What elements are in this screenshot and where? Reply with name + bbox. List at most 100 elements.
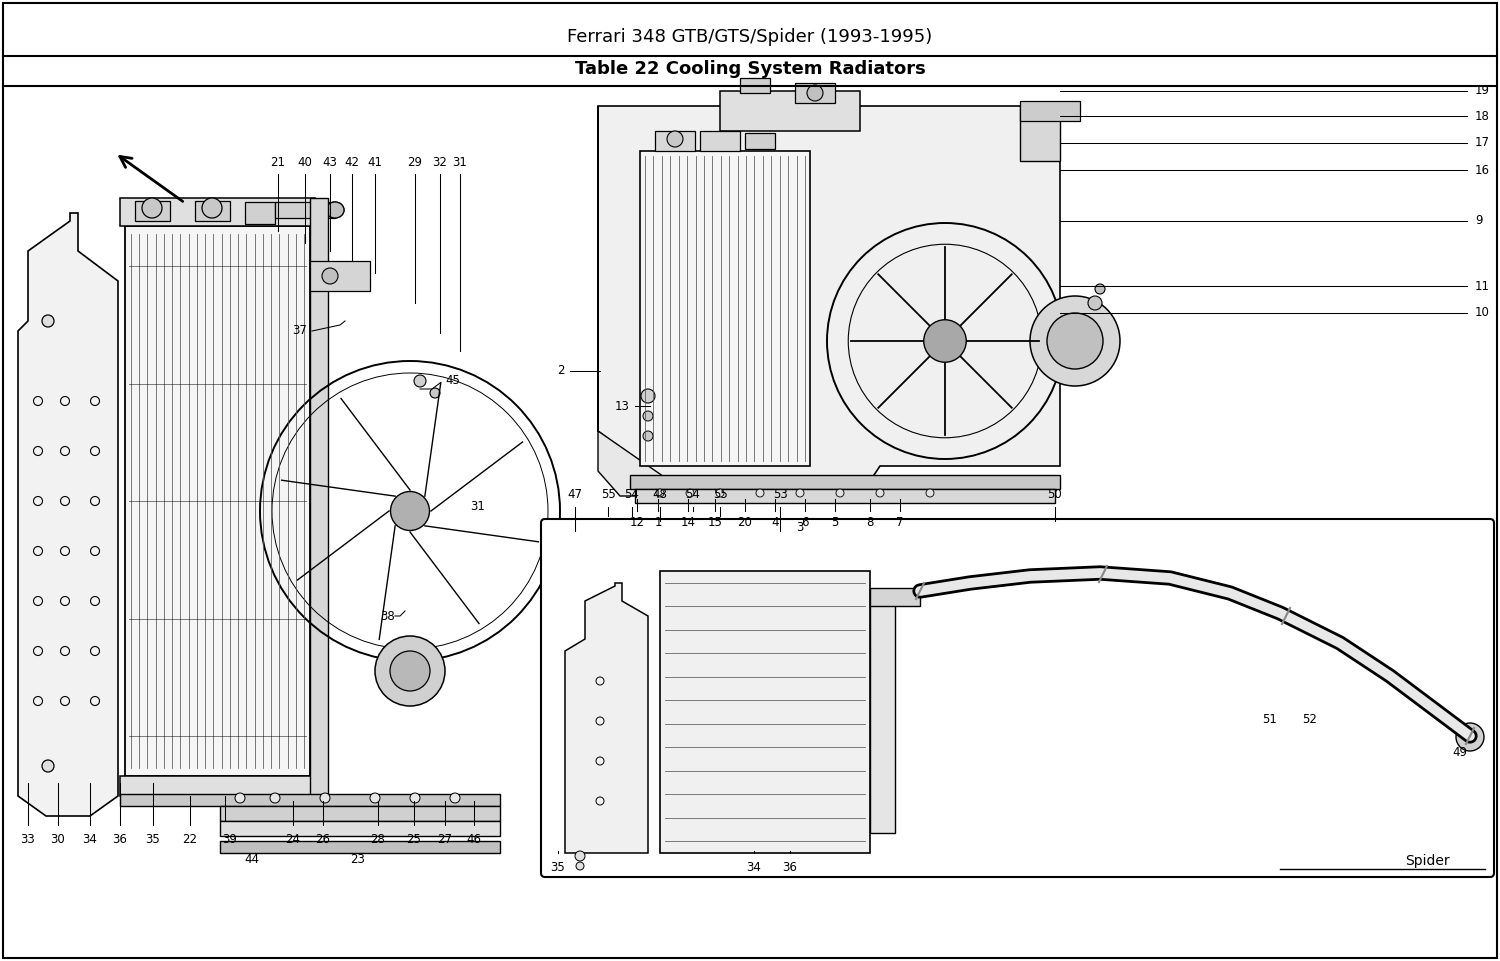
Circle shape xyxy=(1030,296,1120,386)
Bar xyxy=(630,475,1060,489)
Text: 16: 16 xyxy=(1474,163,1490,177)
Text: 38: 38 xyxy=(381,609,394,623)
Bar xyxy=(634,489,1054,503)
Text: 32: 32 xyxy=(432,156,447,169)
Text: Table 22 Cooling System Radiators: Table 22 Cooling System Radiators xyxy=(574,60,926,78)
Text: 15: 15 xyxy=(708,516,723,529)
Text: 48: 48 xyxy=(652,488,668,501)
Circle shape xyxy=(827,223,1064,459)
Circle shape xyxy=(644,411,652,421)
Circle shape xyxy=(807,85,824,101)
Circle shape xyxy=(836,489,844,497)
Text: 29: 29 xyxy=(408,156,423,169)
Circle shape xyxy=(644,431,652,441)
Bar xyxy=(740,78,770,93)
Bar xyxy=(640,151,810,466)
Text: 50: 50 xyxy=(1047,488,1062,501)
Bar xyxy=(120,794,500,806)
Text: 5: 5 xyxy=(831,516,839,529)
Bar xyxy=(220,821,500,836)
Bar xyxy=(124,226,310,776)
Polygon shape xyxy=(18,213,118,816)
Bar xyxy=(700,131,740,151)
Bar xyxy=(195,201,230,221)
Bar xyxy=(274,202,334,218)
Circle shape xyxy=(668,131,682,147)
Circle shape xyxy=(1088,296,1102,310)
Circle shape xyxy=(414,375,426,387)
Bar xyxy=(660,571,870,853)
Text: Ferrari 348 GTB/GTS/Spider (1993-1995): Ferrari 348 GTB/GTS/Spider (1993-1995) xyxy=(567,28,933,45)
Text: 10: 10 xyxy=(1474,307,1490,319)
Text: 54: 54 xyxy=(624,488,639,501)
Text: 8: 8 xyxy=(867,516,873,529)
Circle shape xyxy=(1456,723,1484,751)
Circle shape xyxy=(236,793,244,803)
Circle shape xyxy=(576,862,584,870)
Bar xyxy=(220,806,500,821)
Text: 19: 19 xyxy=(1474,85,1490,97)
Circle shape xyxy=(686,489,694,497)
Text: 6: 6 xyxy=(801,516,808,529)
Bar xyxy=(310,198,328,796)
Text: 1: 1 xyxy=(654,516,662,529)
Circle shape xyxy=(1095,284,1106,294)
Circle shape xyxy=(716,489,724,497)
Text: 3: 3 xyxy=(796,521,804,534)
Text: 39: 39 xyxy=(222,833,237,846)
Text: 53: 53 xyxy=(772,488,788,501)
Text: 9: 9 xyxy=(1474,214,1482,228)
Circle shape xyxy=(924,320,966,362)
Bar xyxy=(244,202,274,224)
Text: 55: 55 xyxy=(600,488,615,501)
Text: 41: 41 xyxy=(368,156,382,169)
Text: 54: 54 xyxy=(686,488,700,501)
Text: 20: 20 xyxy=(738,516,753,529)
Text: 24: 24 xyxy=(285,833,300,846)
Text: Spider: Spider xyxy=(1406,854,1450,868)
Circle shape xyxy=(375,636,446,706)
Text: 17: 17 xyxy=(1474,136,1490,150)
Text: 35: 35 xyxy=(146,833,160,846)
Polygon shape xyxy=(598,106,670,496)
Text: 35: 35 xyxy=(550,861,566,874)
Bar xyxy=(120,198,315,226)
Text: 49: 49 xyxy=(1452,746,1467,759)
Text: 37: 37 xyxy=(292,325,308,337)
Bar xyxy=(746,133,776,149)
Text: 4: 4 xyxy=(771,516,778,529)
Bar xyxy=(1020,106,1060,161)
Text: 2: 2 xyxy=(558,364,566,378)
Text: 18: 18 xyxy=(1474,110,1490,122)
Text: 55: 55 xyxy=(712,488,728,501)
Circle shape xyxy=(142,198,162,218)
Text: 21: 21 xyxy=(270,156,285,169)
Circle shape xyxy=(926,489,934,497)
FancyBboxPatch shape xyxy=(542,519,1494,877)
Circle shape xyxy=(370,793,380,803)
Circle shape xyxy=(876,489,884,497)
Text: 40: 40 xyxy=(297,156,312,169)
Polygon shape xyxy=(566,583,648,853)
Text: 23: 23 xyxy=(351,853,366,866)
Circle shape xyxy=(270,793,280,803)
Text: 7: 7 xyxy=(897,516,903,529)
Circle shape xyxy=(42,760,54,772)
Text: 52: 52 xyxy=(1302,713,1317,726)
Text: 34: 34 xyxy=(747,861,762,874)
Circle shape xyxy=(656,489,664,497)
Circle shape xyxy=(410,793,420,803)
Bar xyxy=(720,91,860,131)
Text: 27: 27 xyxy=(438,833,453,846)
Circle shape xyxy=(640,389,656,403)
Circle shape xyxy=(574,851,585,861)
Text: 33: 33 xyxy=(21,833,36,846)
Text: 42: 42 xyxy=(345,156,360,169)
Text: 47: 47 xyxy=(567,488,582,501)
Circle shape xyxy=(390,491,429,530)
Text: 44: 44 xyxy=(244,853,260,866)
Bar xyxy=(870,591,895,833)
Text: 26: 26 xyxy=(315,833,330,846)
Bar xyxy=(135,201,170,221)
Circle shape xyxy=(796,489,804,497)
